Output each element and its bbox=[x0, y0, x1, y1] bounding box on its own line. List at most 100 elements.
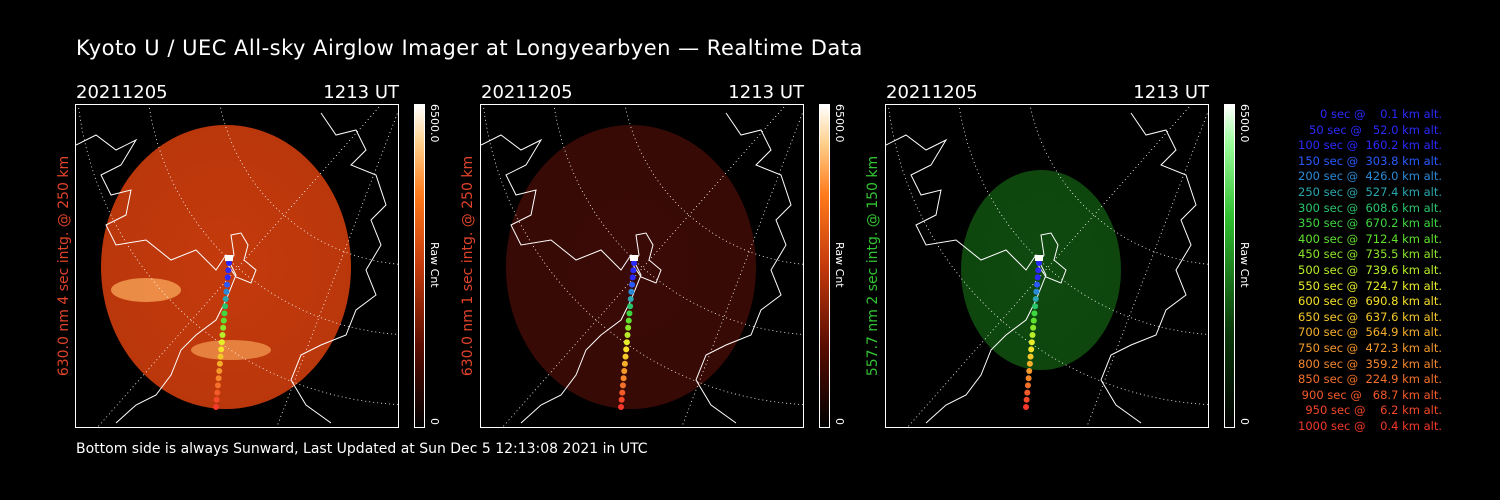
legend-row: 350 sec @ 670.2 km alt. bbox=[1294, 216, 1442, 231]
trajectory-point bbox=[1034, 281, 1041, 288]
aurora-patch bbox=[191, 340, 271, 360]
trajectory-point bbox=[1028, 346, 1035, 353]
coastline bbox=[695, 112, 792, 424]
legend-row: 0 sec @ 0.1 km alt. bbox=[1309, 107, 1442, 121]
trajectory-point bbox=[1032, 303, 1039, 310]
panel-3-colorbar-max: 6500.0 bbox=[1238, 104, 1251, 143]
panel-2-colorbar bbox=[819, 104, 830, 428]
trajectory-point bbox=[627, 303, 634, 310]
panel-1-ylabel: 630.0 nm 4 sec intg. @ 250 km bbox=[56, 155, 72, 377]
trajectory-point bbox=[219, 332, 226, 338]
panel-3-time: 1213 UT bbox=[1133, 82, 1209, 103]
panel-2-time: 1213 UT bbox=[728, 82, 804, 103]
launch-marker bbox=[1035, 255, 1043, 261]
panel-1-time: 1213 UT bbox=[323, 82, 399, 103]
trajectory-point bbox=[217, 353, 224, 360]
legend-row: 850 sec @ 224.9 km alt. bbox=[1294, 372, 1442, 387]
legend-row: 550 sec @ 724.7 km alt. bbox=[1294, 278, 1442, 293]
trajectory-point bbox=[630, 267, 637, 274]
legend-row: 500 sec @ 739.6 km alt. bbox=[1294, 262, 1442, 277]
panel-1-date: 20211205 bbox=[76, 82, 168, 103]
trajectory-point bbox=[220, 317, 227, 324]
panel-1-colorbar-max: 6500.0 bbox=[428, 104, 441, 143]
trajectory-point bbox=[621, 368, 628, 374]
panel-3-colorbar-unit: Raw Cnt bbox=[1238, 242, 1251, 288]
legend-row: 150 sec @ 303.8 km alt. bbox=[1294, 153, 1442, 168]
trajectory-point bbox=[625, 317, 632, 324]
panel-2-colorbar-max: 6500.0 bbox=[833, 104, 846, 143]
trajectory-point bbox=[1030, 317, 1037, 324]
panel-1-colorbar bbox=[414, 104, 425, 428]
trajectory-point bbox=[224, 274, 231, 281]
trajectory-point bbox=[1031, 310, 1038, 317]
panel-1-colorbar-unit: Raw Cnt bbox=[428, 242, 441, 288]
coastline bbox=[481, 134, 642, 424]
trajectory-point bbox=[225, 267, 232, 274]
airglow-image bbox=[101, 125, 351, 409]
trajectory-point bbox=[629, 274, 636, 281]
trajectory-point bbox=[216, 360, 223, 367]
coastline bbox=[290, 112, 387, 424]
trajectory-point bbox=[1036, 260, 1042, 266]
trajectory-point bbox=[218, 339, 225, 346]
trajectory-point bbox=[624, 332, 631, 338]
trajectory-point bbox=[627, 296, 634, 302]
launch-marker bbox=[630, 255, 638, 261]
trajectory-point bbox=[1034, 274, 1041, 281]
coastline bbox=[886, 134, 1047, 424]
panel-2-colorbar-unit: Raw Cnt bbox=[833, 242, 846, 288]
trajectory-point bbox=[1025, 375, 1032, 382]
trajectory-point bbox=[220, 324, 227, 331]
legend-row: 700 sec @ 564.9 km alt. bbox=[1294, 325, 1442, 340]
legend-row: 100 sec @ 160.2 km alt. bbox=[1294, 138, 1442, 153]
trajectory-point bbox=[628, 288, 635, 295]
coastline bbox=[1100, 112, 1197, 424]
longitude-line bbox=[276, 110, 398, 427]
panel-3-map bbox=[885, 104, 1209, 428]
legend-row: 800 sec @ 359.2 km alt. bbox=[1294, 356, 1442, 371]
trajectory-point bbox=[1033, 288, 1040, 295]
legend-row: 1000 sec @ 0.4 km alt. bbox=[1298, 418, 1442, 433]
trajectory-point bbox=[213, 404, 219, 410]
trajectory-point bbox=[625, 324, 632, 331]
trajectory-point bbox=[621, 360, 628, 367]
legend-row: 650 sec @ 637.6 km alt. bbox=[1294, 309, 1442, 324]
legend-row: 950 sec @ 6.2 km alt. bbox=[1301, 403, 1442, 418]
trajectory-point bbox=[1028, 339, 1035, 346]
panel-2-colorbar-min: 0 bbox=[833, 418, 846, 425]
panel-3-colorbar-min: 0 bbox=[1238, 418, 1251, 425]
longitude-line bbox=[907, 105, 1192, 427]
trajectory-point bbox=[619, 389, 626, 396]
panel-1-colorbar-min: 0 bbox=[428, 418, 441, 425]
trajectory-point bbox=[618, 396, 625, 403]
trajectory-point bbox=[1023, 396, 1030, 403]
trajectory-point bbox=[1027, 353, 1034, 360]
trajectory-point bbox=[622, 353, 629, 360]
panel-1-map bbox=[75, 104, 399, 428]
longitude-line bbox=[1086, 110, 1208, 427]
trajectory-legend: 0 sec @ 0.1 km alt. 50 sec @ 52.0 km alt… bbox=[1262, 107, 1442, 434]
trajectory-point bbox=[1024, 382, 1031, 389]
longitude-line bbox=[681, 110, 803, 427]
trajectory-point bbox=[223, 288, 230, 295]
footer-note: Bottom side is always Sunward, Last Upda… bbox=[76, 441, 648, 457]
panel-2-date: 20211205 bbox=[481, 82, 573, 103]
trajectory-point bbox=[629, 281, 636, 288]
longitude-line bbox=[502, 105, 787, 427]
launch-marker bbox=[225, 255, 233, 261]
panel-2-ylabel: 630.0 nm 1 sec intg. @ 250 km bbox=[460, 155, 476, 377]
trajectory-point bbox=[619, 382, 626, 389]
trajectory-point bbox=[214, 389, 221, 396]
trajectory-point bbox=[1029, 332, 1036, 338]
legend-row: 50 sec @ 52.0 km alt. bbox=[1301, 122, 1442, 137]
trajectory-point bbox=[1026, 368, 1033, 374]
legend-row: 250 sec @ 527.4 km alt. bbox=[1294, 184, 1442, 199]
legend-row: 450 sec @ 735.5 km alt. bbox=[1294, 247, 1442, 262]
page-title: Kyoto U / UEC All-sky Airglow Imager at … bbox=[76, 36, 863, 60]
trajectory-point bbox=[1032, 296, 1039, 302]
trajectory-point bbox=[224, 281, 231, 288]
coastline bbox=[76, 134, 237, 424]
trajectory-point bbox=[631, 260, 637, 266]
legend-row: 750 sec @ 472.3 km alt. bbox=[1294, 340, 1442, 355]
legend-row: 400 sec @ 712.4 km alt. bbox=[1294, 231, 1442, 246]
